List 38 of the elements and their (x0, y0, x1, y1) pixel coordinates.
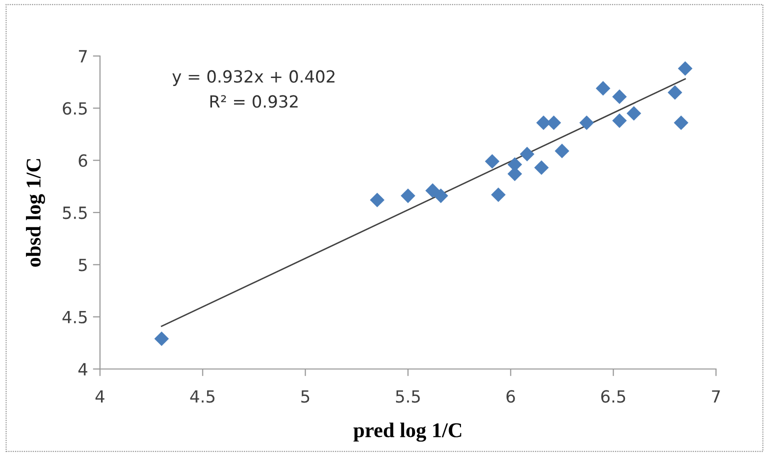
point (534, 160, 549, 175)
point (554, 144, 570, 158)
point (626, 106, 642, 121)
x-tick-label: 5 (301, 390, 310, 403)
y-tick-label: 7 (78, 50, 87, 62)
annotation: R² = 0.932 (210, 95, 298, 108)
y-tick-label: 6 (78, 154, 88, 167)
point (674, 115, 688, 130)
y-tick-label: 4 (78, 363, 88, 376)
point (678, 61, 692, 76)
x-axis-title: pred log 1/C (353, 422, 462, 442)
point (612, 113, 627, 128)
point (434, 188, 448, 204)
y-axis-title: obsd log 1/C (26, 159, 46, 267)
x-tick-label: 7 (712, 390, 720, 402)
x-tick-label: 6.5 (601, 390, 626, 403)
x-tick-label: 6 (506, 390, 515, 403)
point (425, 183, 440, 198)
point (579, 115, 594, 130)
point (546, 115, 562, 130)
point (491, 187, 506, 202)
point (596, 81, 610, 96)
y-tick-label: 5 (78, 258, 87, 272)
y-tick-label: 5.5 (62, 206, 87, 220)
x-tick-label: 4 (96, 390, 104, 402)
annotation: y = 0.932x + 0.402 (172, 70, 334, 86)
point (612, 89, 627, 104)
x-tick-label: 4.5 (190, 390, 214, 403)
y-tick-label: 4.5 (62, 311, 87, 324)
point (154, 331, 169, 346)
point (370, 192, 384, 208)
x-tick-label: 5.5 (396, 390, 420, 403)
point (536, 115, 551, 130)
point (668, 85, 682, 100)
y-tick-label: 6.5 (62, 102, 87, 115)
point (520, 146, 534, 162)
point (484, 154, 500, 169)
point (400, 188, 416, 204)
